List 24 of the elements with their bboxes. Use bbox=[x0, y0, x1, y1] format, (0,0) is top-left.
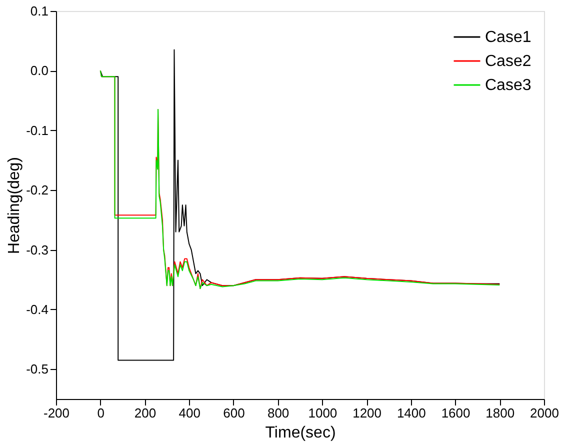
x-tick-label: 1000 bbox=[308, 406, 338, 420]
y-axis-title: Heading(deg) bbox=[6, 157, 24, 254]
legend-label: Case1 bbox=[485, 29, 532, 46]
x-tick-label: 0 bbox=[97, 406, 104, 420]
y-tick-label: -0.3 bbox=[26, 242, 48, 258]
y-tick-label: -0.2 bbox=[26, 182, 48, 198]
legend-label: Case3 bbox=[485, 77, 532, 94]
y-tick-label: -0.5 bbox=[26, 362, 48, 377]
x-tick-label: 600 bbox=[223, 406, 245, 420]
legend-label: Case2 bbox=[485, 53, 532, 70]
x-tick-label: 1200 bbox=[352, 406, 382, 420]
x-axis-title: Time(sec) bbox=[265, 424, 336, 442]
x-tick-label: 1600 bbox=[441, 406, 470, 420]
x-tick-label: 800 bbox=[267, 406, 290, 420]
y-tick-label: 0.1 bbox=[30, 4, 48, 18]
x-tick-label: -200 bbox=[43, 406, 70, 420]
y-tick-label: -0.1 bbox=[26, 122, 48, 138]
y-tick-label: -0.4 bbox=[26, 302, 48, 317]
x-tick-label: 1400 bbox=[396, 406, 426, 420]
y-tick-label: 0.0 bbox=[30, 63, 48, 78]
x-tick-label: 200 bbox=[134, 406, 156, 420]
x-tick-label: 400 bbox=[178, 406, 200, 420]
x-tick-label: 2000 bbox=[530, 406, 559, 420]
x-tick-label: 1800 bbox=[486, 406, 515, 420]
